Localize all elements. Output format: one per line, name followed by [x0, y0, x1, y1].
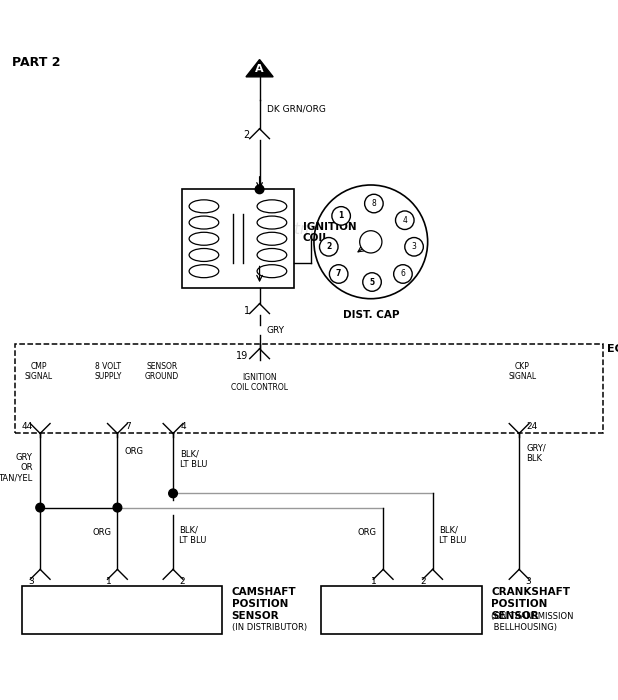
Bar [321, 586, 482, 634]
Circle shape [394, 265, 412, 284]
Text: 4: 4 [180, 421, 186, 430]
Text: DK GRN/ORG: DK GRN/ORG [267, 104, 326, 113]
Circle shape [332, 206, 350, 225]
Text: 8: 8 [371, 199, 376, 208]
Text: 7: 7 [336, 270, 341, 279]
Circle shape [405, 237, 423, 256]
Text: ORG: ORG [358, 528, 377, 537]
Text: 3: 3 [28, 578, 34, 586]
Text: IGNITION
COIL: IGNITION COIL [303, 222, 357, 244]
Text: 1: 1 [243, 306, 250, 316]
Polygon shape [246, 60, 273, 77]
Text: CAMSHAFT
POSITION
SENSOR: CAMSHAFT POSITION SENSOR [232, 587, 297, 622]
Circle shape [36, 503, 44, 512]
Text: 1: 1 [371, 578, 377, 586]
Text: IGNITION
COIL CONTROL: IGNITION COIL CONTROL [231, 372, 288, 392]
Ellipse shape [189, 248, 219, 262]
Text: 6: 6 [400, 270, 405, 279]
Text: 24: 24 [527, 421, 538, 430]
Circle shape [314, 185, 428, 299]
Text: A: A [255, 64, 264, 74]
Text: BLK/
LT BLU: BLK/ LT BLU [179, 526, 206, 545]
Text: CRANKSHAFT
POSITION
SENSOR: CRANKSHAFT POSITION SENSOR [491, 587, 570, 622]
Text: 19: 19 [236, 351, 248, 361]
Ellipse shape [257, 265, 287, 278]
Text: 7: 7 [125, 421, 130, 430]
Text: 5: 5 [370, 277, 375, 286]
Circle shape [396, 211, 414, 230]
Text: CMP
SIGNAL: CMP SIGNAL [25, 362, 53, 381]
Bar [15, 344, 603, 433]
Text: 3: 3 [525, 578, 531, 586]
Circle shape [329, 265, 348, 284]
Text: 3: 3 [412, 242, 417, 251]
Circle shape [320, 237, 338, 256]
Ellipse shape [257, 248, 287, 262]
Text: GRY
OR
TAN/YEL: GRY OR TAN/YEL [0, 452, 33, 482]
Bar [22, 586, 222, 634]
Text: 2: 2 [179, 578, 185, 586]
Circle shape [360, 231, 382, 253]
Text: 8 VOLT
SUPPLY: 8 VOLT SUPPLY [95, 362, 122, 381]
Bar [182, 189, 294, 288]
Text: 44: 44 [22, 421, 33, 430]
Circle shape [113, 503, 122, 512]
Text: troubleshootmyvehicle.com: troubleshootmyvehicle.com [207, 222, 411, 237]
Ellipse shape [257, 199, 287, 213]
Ellipse shape [189, 232, 219, 245]
Ellipse shape [257, 232, 287, 245]
Text: CKP
SIGNAL: CKP SIGNAL [508, 362, 536, 381]
Ellipse shape [257, 216, 287, 229]
Text: 4: 4 [402, 216, 407, 225]
Circle shape [255, 185, 264, 194]
Text: (IN DISTRIBUTOR): (IN DISTRIBUTOR) [232, 623, 307, 632]
Text: SENSOR
GROUND: SENSOR GROUND [145, 362, 179, 381]
Text: DIST. CAP: DIST. CAP [342, 310, 399, 320]
Ellipse shape [189, 216, 219, 229]
Text: BLK/
LT BLU: BLK/ LT BLU [180, 449, 208, 469]
Text: ORG: ORG [125, 447, 144, 456]
Text: GRY/
BLK: GRY/ BLK [527, 444, 546, 463]
Text: BLK/
LT BLU: BLK/ LT BLU [439, 526, 466, 545]
Text: GRY: GRY [267, 326, 285, 335]
Text: 2: 2 [326, 242, 331, 251]
Text: (ON TRANSMISSION
 BELLHOUSING): (ON TRANSMISSION BELLHOUSING) [491, 612, 574, 632]
Circle shape [363, 273, 381, 291]
Text: 1: 1 [106, 578, 111, 586]
Text: 1: 1 [339, 211, 344, 220]
Text: 2: 2 [243, 130, 250, 140]
Ellipse shape [189, 199, 219, 213]
Ellipse shape [189, 265, 219, 278]
Circle shape [365, 195, 383, 213]
Text: PART 2: PART 2 [12, 57, 61, 69]
Text: ECM: ECM [607, 344, 618, 354]
Circle shape [169, 489, 177, 498]
Text: 2: 2 [421, 578, 426, 586]
Text: ORG: ORG [92, 528, 111, 537]
